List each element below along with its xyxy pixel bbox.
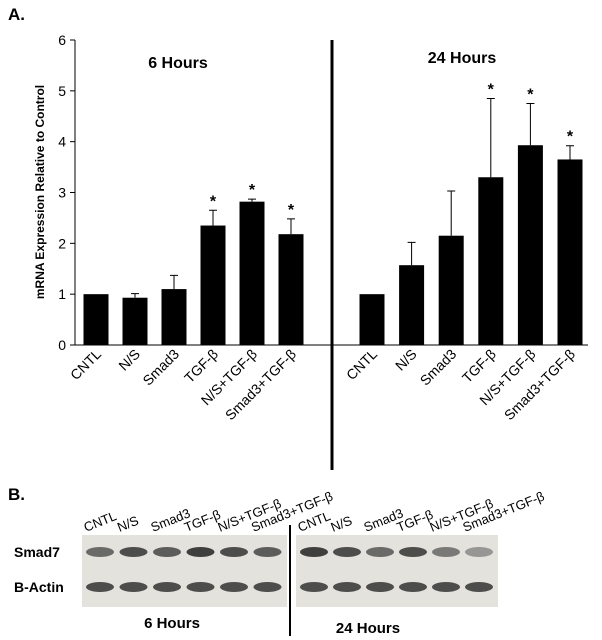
significance-marker: *	[249, 182, 256, 199]
bar	[359, 294, 385, 345]
band	[333, 547, 361, 557]
bar	[200, 225, 226, 345]
error-bar	[287, 218, 295, 235]
band	[399, 582, 427, 592]
bar	[278, 234, 304, 345]
panel-title: 6 Hours	[148, 55, 208, 72]
bar	[557, 159, 583, 345]
x-tick-label: CNTL	[343, 346, 380, 383]
band	[119, 582, 148, 592]
blot-image	[296, 535, 498, 607]
lane-label: CNTL	[82, 508, 119, 535]
error-bar	[131, 293, 139, 298]
significance-marker: *	[527, 87, 534, 104]
band	[465, 547, 493, 557]
band	[86, 547, 114, 557]
x-tick-label: Smad3+TGF-β	[222, 346, 299, 423]
band	[300, 547, 328, 557]
x-tick-label: N/S	[392, 346, 420, 374]
band	[119, 547, 148, 557]
y-tick-label: 0	[58, 337, 66, 353]
error-bar	[526, 103, 535, 146]
band	[465, 582, 493, 592]
error-bar	[407, 241, 416, 266]
band	[366, 547, 394, 557]
error-bar	[486, 97, 495, 178]
row-label: Smad7	[14, 544, 60, 560]
blot-caption: 6 Hours	[144, 615, 200, 632]
band	[220, 582, 248, 592]
band	[153, 547, 181, 557]
lane-label: N/S	[115, 513, 141, 535]
y-tick-label: 2	[58, 235, 66, 251]
row-label: B-Actin	[14, 579, 64, 595]
band	[300, 582, 328, 592]
bands	[86, 547, 493, 592]
band	[432, 547, 460, 557]
panel-label: A.	[8, 5, 25, 24]
y-tick-label: 5	[58, 83, 66, 99]
panel-title: 24 Hours	[428, 50, 497, 67]
bar	[478, 177, 504, 345]
band	[399, 547, 427, 557]
band	[153, 582, 181, 592]
x-tick-label: Smad3	[417, 346, 460, 389]
band	[253, 582, 282, 592]
band	[220, 547, 248, 557]
bar	[83, 294, 109, 345]
error-bar	[566, 145, 574, 160]
error-bar	[170, 274, 178, 290]
bar	[122, 297, 148, 345]
significance-marker: *	[288, 202, 295, 219]
blot-caption: 24 Hours	[336, 620, 400, 637]
significance-marker: *	[210, 193, 217, 210]
bar	[239, 201, 265, 345]
bar	[399, 265, 425, 345]
significance-marker: *	[488, 81, 495, 98]
band	[253, 547, 282, 557]
x-tick-label: Smad3+TGF-β	[501, 346, 578, 423]
error-bar	[248, 198, 256, 202]
band	[186, 547, 215, 557]
error-bar	[447, 190, 456, 236]
y-tick-label: 1	[58, 286, 66, 302]
band	[186, 582, 215, 592]
lane-label: N/S	[329, 513, 355, 535]
y-tick-label: 6	[58, 32, 66, 48]
bar	[161, 289, 187, 345]
band	[366, 582, 394, 592]
error-bar	[209, 209, 217, 226]
bar	[517, 145, 543, 345]
x-tick-label: Smad3	[139, 346, 182, 389]
band	[432, 582, 460, 592]
x-tick-label: CNTL	[67, 346, 104, 383]
x-tick-label: N/S	[115, 346, 143, 374]
panel-label: B.	[8, 485, 25, 504]
significance-marker: *	[567, 129, 574, 146]
band	[333, 582, 361, 592]
band	[86, 582, 114, 592]
blot-image	[82, 535, 287, 607]
y-tick-label: 3	[58, 185, 66, 201]
y-tick-label: 4	[58, 134, 66, 150]
bar	[438, 235, 464, 345]
y-axis-label: mRNA Expression Relative to Control	[33, 85, 47, 299]
